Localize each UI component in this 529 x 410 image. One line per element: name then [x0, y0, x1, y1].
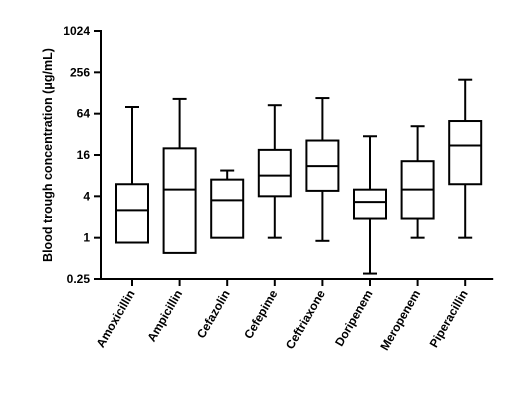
iqr-box: [162, 147, 197, 254]
iqr-box: [353, 188, 387, 220]
x-axis: Amoxicillin Ampicillin Cefazolin Cefepime Ce…: [93, 278, 494, 353]
y-tick-label: 1024: [63, 24, 90, 38]
x-category-label: Cefazolin: [194, 288, 233, 341]
box-meropenem: [400, 125, 435, 239]
box-amoxicillin: [115, 106, 149, 244]
iqr-box: [210, 178, 245, 239]
boxes-group: [115, 78, 483, 275]
x-category-label: Amoxicillin: [93, 288, 137, 350]
x-category-label: Meropenem: [377, 288, 423, 353]
x-category-label: Doripenem: [332, 288, 375, 349]
y-tick-label: 0.25: [67, 272, 91, 286]
x-category-label: Ceftriaxone: [283, 287, 328, 351]
y-tick-label: 256: [70, 65, 90, 79]
box-piperacillin: [448, 78, 483, 239]
box-doripenem: [353, 135, 387, 275]
y-axis: 0.25 1 4 16 64 256 1024: [63, 24, 102, 286]
iqr-box: [115, 183, 149, 244]
y-axis-label: Blood trough concentration (μg/mL): [41, 48, 55, 262]
x-category-label: Cefepime: [241, 287, 280, 341]
y-tick-label: 4: [83, 189, 90, 203]
box-cefepime: [257, 104, 292, 239]
y-tick-label: 16: [77, 148, 91, 162]
y-tick-label: 64: [77, 107, 91, 121]
iqr-box: [448, 120, 483, 186]
iqr-box: [257, 148, 292, 198]
box-ampicillin: [162, 97, 197, 254]
box-ceftriaxone: [305, 97, 340, 242]
box-cefazolin: [210, 169, 245, 239]
x-category-label: Ampicillin: [144, 288, 185, 345]
y-tick-label: 1: [83, 231, 90, 245]
x-category-label: Piperacillin: [427, 288, 471, 350]
